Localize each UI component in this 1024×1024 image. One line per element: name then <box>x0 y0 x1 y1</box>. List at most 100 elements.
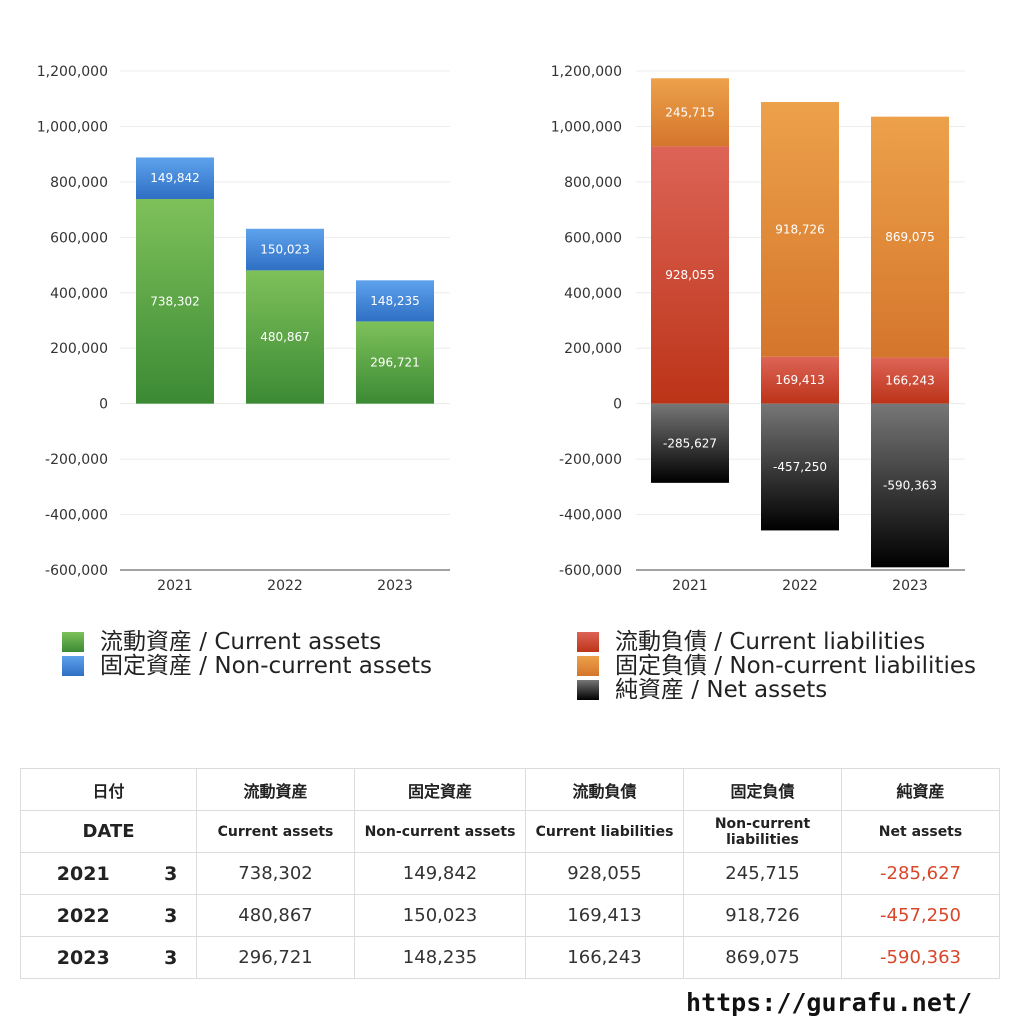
header-non-current-liabilities-en: Non-current liabilities <box>683 810 843 853</box>
legend-label: 固定資産 / Non-current assets <box>100 653 433 679</box>
bar-value-label: 928,055 <box>665 268 715 282</box>
charts-canvas: 1,200,000 1,000,000 800,000 600,000 400,000 2… <box>37 64 965 594</box>
bar-non-current-liabilities-2023 <box>871 116 949 358</box>
row-year: 2021 <box>20 852 146 895</box>
y-tick-label: 600,000 <box>564 230 622 246</box>
y-tick-label: 1,000,000 <box>551 119 622 135</box>
header-date-ja: 日付 <box>19 768 198 811</box>
cell-non-current-assets: 150,023 <box>354 894 526 937</box>
cell-non-current-assets: 148,235 <box>354 936 526 979</box>
y-tick-label: -400,000 <box>45 508 108 524</box>
bar-value-label: 869,075 <box>885 230 935 244</box>
legend-label: 純資産 / Net assets <box>615 677 828 703</box>
cell-current-assets: 296,721 <box>196 936 355 979</box>
bar-net-assets-2022 <box>761 403 839 531</box>
assets-chart: 1,200,000 1,000,000 800,000 600,000 400,000 2… <box>37 64 450 594</box>
y-tick-label: 200,000 <box>50 341 108 357</box>
row-year: 2022 <box>20 894 146 937</box>
bar-value-label: 148,235 <box>370 294 420 308</box>
cell-net-assets: -285,627 <box>841 852 1001 895</box>
liabilities-legend: 流動負債 / Current liabilities 固定負債 / Non-cu… <box>577 630 976 702</box>
y-tick-label: -200,000 <box>45 452 108 468</box>
header-current-liabilities-ja: 流動負債 <box>525 768 685 811</box>
bar-current-liabilities-2023 <box>871 357 949 404</box>
cell-non-current-liabilities: 245,715 <box>683 852 842 895</box>
header-net-assets-ja: 純資産 <box>841 768 1001 811</box>
cell-non-current-liabilities: 869,075 <box>683 936 842 979</box>
x-tick-label: 2022 <box>782 578 818 594</box>
legend-swatch <box>62 632 84 652</box>
y-tick-label: 800,000 <box>50 175 108 191</box>
y-tick-label: -600,000 <box>45 563 108 579</box>
y-tick-label: 800,000 <box>564 175 622 191</box>
balance-table: 日付 流動資産 固定資産 流動負債 固定負債 純資産 DATE Current … <box>19 768 1001 979</box>
bar-net-assets-2023 <box>871 403 949 568</box>
x-tick-label: 2021 <box>157 578 193 594</box>
bar-value-label: 149,842 <box>150 171 200 185</box>
bar-current-assets-2023 <box>356 321 434 404</box>
y-tick-label: 0 <box>99 397 108 413</box>
cell-non-current-assets: 149,842 <box>354 852 526 895</box>
y-tick-label: 1,200,000 <box>37 64 108 80</box>
legend-label: 固定負債 / Non-current liabilities <box>615 653 976 679</box>
footer-url[interactable]: https://gurafu.net/ <box>686 988 972 1017</box>
cell-current-liabilities: 928,055 <box>525 852 684 895</box>
cell-current-liabilities: 169,413 <box>525 894 684 937</box>
legend-swatch <box>577 680 599 700</box>
bar-value-label: -590,363 <box>883 478 937 492</box>
bar-current-assets-2021 <box>136 198 214 404</box>
y-tick-label: 0 <box>613 397 622 413</box>
bar-non-current-liabilities-2021 <box>651 78 729 147</box>
bar-value-label: 480,867 <box>260 330 310 344</box>
bar-current-assets-2022 <box>246 270 324 404</box>
header-non-current-assets-ja: 固定資産 <box>354 768 527 811</box>
header-non-current-assets-en: Non-current assets <box>354 810 527 853</box>
y-tick-label: 1,200,000 <box>551 64 622 80</box>
table-header-ja: 日付 流動資産 固定資産 流動負債 固定負債 純資産 <box>19 768 1001 811</box>
legend-item-current-assets: 流動資産 / Current assets <box>62 630 432 654</box>
bar-net-assets-2021 <box>651 403 729 483</box>
legend-item-net-assets: 純資産 / Net assets <box>577 678 976 702</box>
liabilities-chart: 1,200,000 1,000,000 800,000 600,000 400,000 2… <box>551 64 965 594</box>
bar-value-label: 918,726 <box>775 222 825 236</box>
legend-swatch <box>577 656 599 676</box>
row-year: 2023 <box>20 936 146 979</box>
x-tick-label: 2023 <box>892 578 928 594</box>
bar-non-current-assets-2021 <box>136 157 214 199</box>
assets-legend: 流動資産 / Current assets 固定資産 / Non-current… <box>62 630 432 678</box>
x-tick-label: 2021 <box>672 578 708 594</box>
cell-current-assets: 480,867 <box>196 894 355 937</box>
table-row: 2022 3 480,867 150,023 169,413 918,726 -… <box>20 894 1001 937</box>
header-current-liabilities-en: Current liabilities <box>525 810 685 853</box>
header-current-assets-ja: 流動資産 <box>196 768 356 811</box>
bar-value-label: 245,715 <box>665 105 715 119</box>
y-tick-label: -600,000 <box>559 563 622 579</box>
header-date-en: DATE <box>19 810 198 853</box>
bar-non-current-assets-2022 <box>246 228 324 271</box>
y-tick-label: -400,000 <box>559 508 622 524</box>
header-current-assets-en: Current assets <box>196 810 356 853</box>
legend-item-non-current-assets: 固定資産 / Non-current assets <box>62 654 432 678</box>
y-tick-label: 400,000 <box>50 286 108 302</box>
table-header-en: DATE Current assets Non-current assets C… <box>19 810 1001 853</box>
row-month: 3 <box>145 894 197 937</box>
y-tick-label: 600,000 <box>50 230 108 246</box>
y-tick-label: -200,000 <box>559 452 622 468</box>
cell-net-assets: -457,250 <box>841 894 1001 937</box>
bar-value-label: 296,721 <box>370 356 420 370</box>
bar-value-label: 169,413 <box>775 373 825 387</box>
bar-value-label: 738,302 <box>150 294 200 308</box>
legend-label: 流動資産 / Current assets <box>100 629 382 655</box>
bar-current-liabilities-2022 <box>761 356 839 404</box>
legend-swatch <box>577 632 599 652</box>
cell-non-current-liabilities: 918,726 <box>683 894 842 937</box>
cell-net-assets: -590,363 <box>841 936 1001 979</box>
legend-item-non-current-liabilities: 固定負債 / Non-current liabilities <box>577 654 976 678</box>
bar-current-liabilities-2021 <box>651 146 729 404</box>
header-non-current-liabilities-ja: 固定負債 <box>683 768 843 811</box>
row-month: 3 <box>145 936 197 979</box>
y-tick-label: 400,000 <box>564 286 622 302</box>
y-tick-label: 1,000,000 <box>37 119 108 135</box>
cell-current-liabilities: 166,243 <box>525 936 684 979</box>
cell-current-assets: 738,302 <box>196 852 355 895</box>
